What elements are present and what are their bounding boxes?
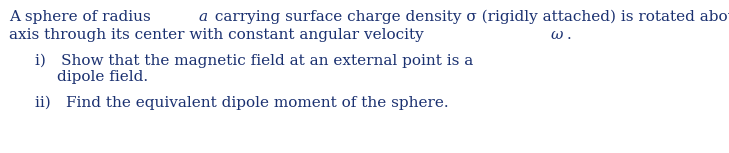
- Text: .: .: [567, 28, 572, 42]
- Text: a: a: [199, 10, 208, 24]
- Text: axis through its center with constant angular velocity: axis through its center with constant an…: [9, 28, 429, 42]
- Text: carrying surface charge density σ (rigidly attached) is rotated about an: carrying surface charge density σ (rigid…: [211, 10, 729, 24]
- Text: i) Show that the magnetic field at an external point is a: i) Show that the magnetic field at an ex…: [35, 54, 473, 68]
- Text: ii) Find the equivalent dipole moment of the sphere.: ii) Find the equivalent dipole moment of…: [35, 96, 448, 110]
- Text: ω: ω: [551, 28, 564, 42]
- Text: dipole field.: dipole field.: [57, 70, 148, 84]
- Text: A sphere of radius: A sphere of radius: [9, 10, 156, 24]
